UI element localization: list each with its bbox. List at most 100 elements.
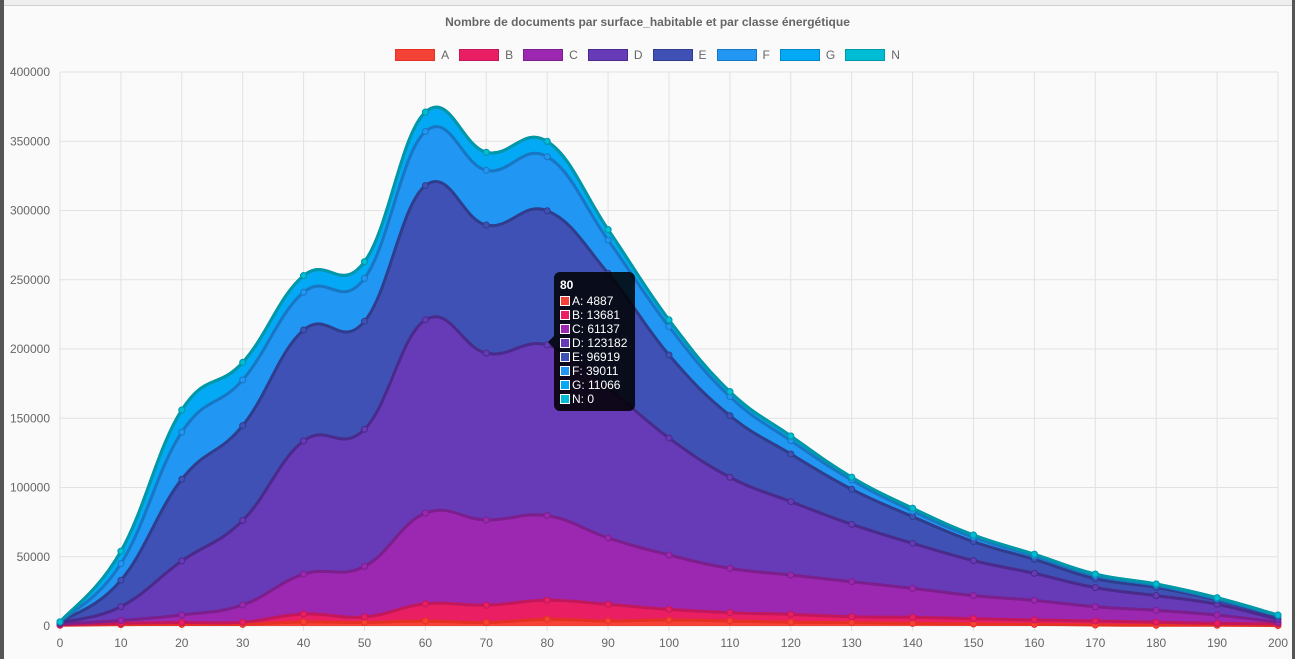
point-f bbox=[604, 236, 612, 244]
x-tick-label: 10 bbox=[114, 636, 128, 650]
y-tick-label: 0 bbox=[43, 619, 50, 633]
tooltip-swatch bbox=[560, 380, 570, 390]
legend-item-b[interactable]: B bbox=[459, 48, 513, 62]
point-a bbox=[421, 617, 429, 625]
point-d bbox=[909, 539, 917, 547]
point-e bbox=[726, 412, 734, 420]
x-tick-label: 50 bbox=[358, 636, 372, 650]
tooltip-value: G: 11066 bbox=[572, 378, 621, 392]
point-a bbox=[482, 619, 490, 627]
x-tick-label: 70 bbox=[480, 636, 494, 650]
point-b bbox=[361, 613, 368, 621]
point-a bbox=[543, 615, 551, 623]
point-c bbox=[300, 570, 308, 578]
point-b bbox=[1091, 617, 1099, 625]
point-c bbox=[178, 611, 186, 619]
legend-swatch bbox=[587, 49, 628, 61]
y-tick-label: 350000 bbox=[10, 134, 50, 148]
point-b bbox=[726, 609, 734, 617]
legend-item-c[interactable]: C bbox=[523, 48, 578, 62]
legend-label: E bbox=[698, 48, 707, 62]
point-n bbox=[482, 148, 490, 156]
point-e bbox=[787, 450, 795, 458]
tooltip-swatch bbox=[560, 310, 570, 320]
point-n bbox=[787, 432, 795, 440]
y-tick-label: 250000 bbox=[10, 273, 50, 287]
area-e bbox=[60, 181, 1278, 623]
point-e bbox=[848, 485, 856, 493]
point-c bbox=[117, 616, 125, 624]
legend-swatch bbox=[395, 49, 436, 61]
point-n bbox=[848, 473, 856, 481]
point-b bbox=[178, 619, 186, 627]
point-b bbox=[665, 605, 673, 613]
legend-item-f[interactable]: F bbox=[716, 48, 770, 62]
legend-item-d[interactable]: D bbox=[587, 48, 643, 62]
point-n bbox=[1030, 550, 1038, 558]
point-b bbox=[604, 600, 612, 608]
legend-item-a[interactable]: A bbox=[395, 48, 449, 62]
legend-swatch bbox=[779, 49, 820, 61]
window-left-border bbox=[0, 0, 4, 659]
point-b bbox=[787, 610, 795, 618]
tooltip-row: D: 123182 bbox=[560, 336, 629, 350]
tooltip-title: 80 bbox=[560, 278, 574, 292]
x-tick-label: 140 bbox=[903, 636, 923, 650]
point-d bbox=[1030, 569, 1038, 577]
point-c bbox=[239, 601, 247, 609]
point-n bbox=[970, 531, 977, 539]
tooltip-swatch bbox=[560, 352, 570, 362]
window-right-border bbox=[1292, 0, 1295, 659]
point-f bbox=[482, 166, 490, 174]
window-top-bar bbox=[0, 0, 1295, 6]
point-a bbox=[787, 618, 795, 626]
y-tick-label: 300000 bbox=[10, 204, 50, 218]
point-n bbox=[604, 226, 612, 234]
point-c bbox=[421, 509, 429, 517]
point-e bbox=[421, 182, 429, 190]
point-a bbox=[665, 616, 673, 624]
legend-swatch bbox=[459, 49, 500, 61]
legend-item-n[interactable]: N bbox=[845, 48, 900, 62]
x-tick-label: 190 bbox=[1207, 636, 1227, 650]
point-b bbox=[1213, 619, 1221, 627]
point-c bbox=[361, 562, 368, 570]
x-tick-label: 100 bbox=[659, 636, 679, 650]
x-tick-label: 160 bbox=[1024, 636, 1044, 650]
legend-item-g[interactable]: G bbox=[779, 48, 835, 62]
y-tick-label: 200000 bbox=[10, 342, 50, 356]
x-tick-label: 150 bbox=[963, 636, 983, 650]
legend-label: B bbox=[505, 48, 514, 62]
point-e bbox=[543, 207, 551, 215]
point-d bbox=[1152, 592, 1160, 600]
point-d bbox=[361, 425, 368, 433]
legend-swatch bbox=[652, 49, 693, 61]
point-n bbox=[117, 547, 125, 555]
point-c bbox=[1152, 606, 1160, 614]
x-tick-label: 120 bbox=[781, 636, 801, 650]
point-d bbox=[300, 437, 308, 445]
point-c bbox=[482, 516, 490, 524]
point-d bbox=[787, 498, 795, 506]
point-e bbox=[300, 326, 308, 334]
x-tick-label: 60 bbox=[419, 636, 433, 650]
tooltip-row: G: 11066 bbox=[560, 378, 629, 392]
point-b bbox=[421, 600, 429, 608]
point-b bbox=[239, 618, 247, 626]
tooltip-swatch bbox=[560, 394, 570, 404]
legend-item-e[interactable]: E bbox=[652, 48, 707, 62]
tooltip-swatch bbox=[560, 296, 570, 306]
point-d bbox=[970, 557, 977, 565]
x-tick-label: 170 bbox=[1085, 636, 1105, 650]
point-n bbox=[543, 137, 551, 145]
tooltip-value: E: 96919 bbox=[572, 350, 621, 364]
point-n bbox=[178, 406, 186, 414]
point-d bbox=[848, 520, 856, 528]
point-b bbox=[1030, 616, 1038, 624]
legend-label: A bbox=[441, 48, 450, 62]
point-b bbox=[300, 610, 308, 618]
point-d bbox=[726, 473, 734, 481]
legend-swatch bbox=[523, 49, 564, 61]
